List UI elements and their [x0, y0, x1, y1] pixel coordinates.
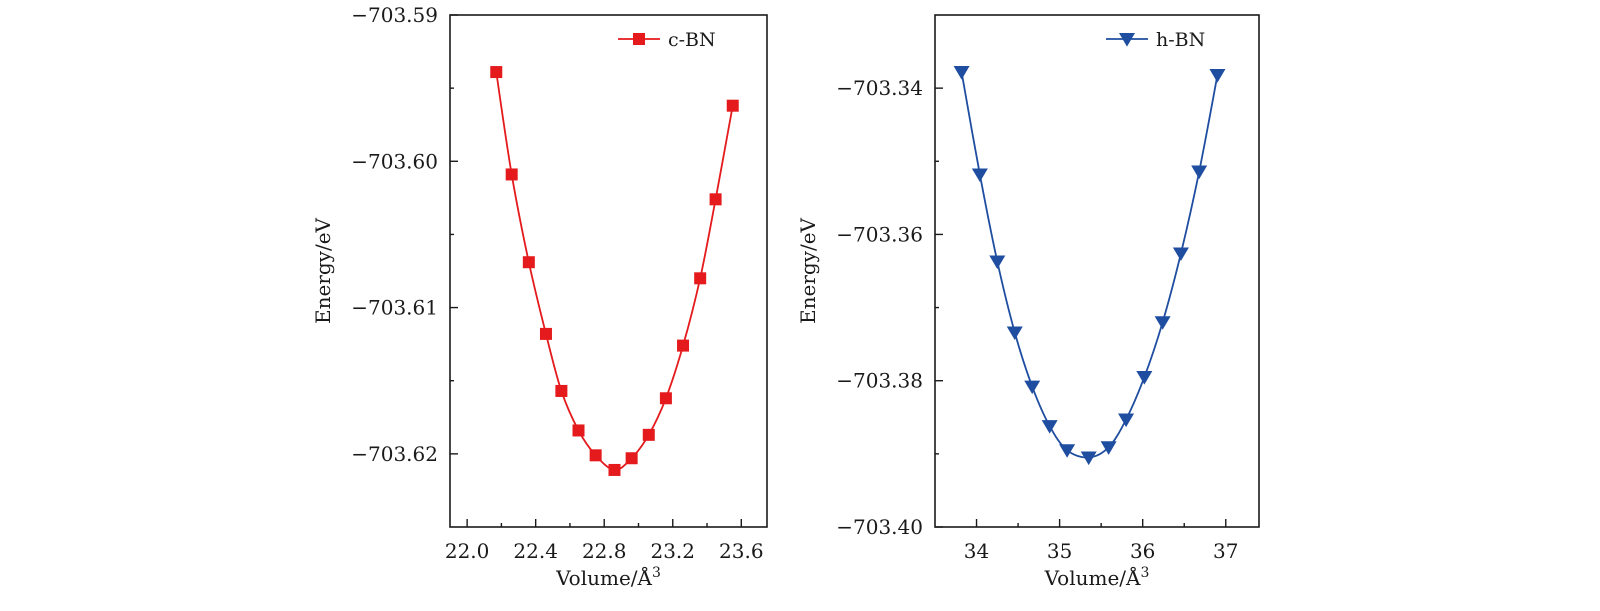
- chart-panel-2: 34 35 36 37 −703.34 −703.36 −703.38 −703.40 Volu…: [796, 14, 1260, 590]
- chart-panel-1: 22.0 22.4 22.8 23.2 23.6 −703.59 −703.60 −703.6…: [311, 3, 768, 590]
- data-point: [642, 428, 655, 441]
- legend-label: c-BN: [668, 29, 716, 51]
- y-tick-label: −703.36: [836, 222, 923, 246]
- plot-frame: [449, 14, 768, 528]
- y-axis-label: Energy/eV: [796, 217, 820, 324]
- data-point: [505, 168, 518, 181]
- x-tick-label: 22.8: [582, 539, 627, 563]
- legend-label: h-BN: [1156, 29, 1205, 51]
- data-point: [1172, 247, 1189, 262]
- x-tick-label: 36: [1130, 539, 1155, 563]
- y-tick-label: −703.60: [351, 149, 438, 173]
- data-point: [1209, 68, 1226, 83]
- y-tick-label: −703.61: [351, 296, 438, 320]
- x-axis-label: Volume/Å3: [1044, 565, 1150, 590]
- data-point: [677, 339, 690, 352]
- data-point: [1100, 441, 1117, 455]
- x-tick-label: 34: [964, 539, 989, 563]
- legend-marker: [1119, 33, 1135, 47]
- data-point: [726, 99, 739, 112]
- data-point: [490, 66, 503, 79]
- data-point: [1006, 326, 1023, 341]
- x-tick-label: 22.4: [513, 539, 558, 563]
- y-tick-label: −703.34: [836, 76, 923, 100]
- data-point: [709, 193, 722, 206]
- data-point: [608, 463, 621, 476]
- data-point: [953, 66, 970, 80]
- y-tick-label: −703.40: [836, 515, 923, 539]
- data-point: [1136, 371, 1153, 385]
- series-line: [960, 71, 1219, 459]
- x-axis-label-superscript: 3: [1141, 565, 1150, 581]
- data-point: [1191, 165, 1208, 180]
- data-point: [555, 384, 568, 397]
- y-tick-label: −703.38: [836, 369, 923, 393]
- data-point: [589, 449, 602, 462]
- data-point: [1059, 444, 1076, 458]
- data-point: [971, 168, 988, 183]
- data-point: [1118, 413, 1135, 428]
- plot-frame: [934, 14, 1260, 528]
- data-point: [625, 452, 638, 465]
- x-tick-label: 37: [1213, 539, 1238, 563]
- data-point: [1041, 420, 1058, 434]
- series-line: [495, 71, 734, 471]
- y-tick-label: −703.62: [351, 442, 438, 466]
- data-point: [522, 256, 535, 269]
- data-point: [989, 255, 1006, 270]
- x-tick-label: 23.6: [719, 539, 764, 563]
- data-point: [539, 327, 552, 340]
- x-tick-label: 35: [1047, 539, 1072, 563]
- y-axis-label: Energy/eV: [311, 217, 335, 324]
- x-tick-label: 22.0: [445, 539, 490, 563]
- data-point: [1024, 380, 1041, 395]
- data-point: [1080, 451, 1097, 466]
- legend-marker: [633, 33, 645, 45]
- x-axis-label-superscript: 3: [652, 565, 661, 581]
- x-axis-label: Volume/Å3: [555, 565, 661, 590]
- data-point: [572, 424, 585, 437]
- x-tick-label: 23.2: [650, 539, 695, 563]
- data-point: [1154, 316, 1171, 330]
- data-point: [694, 272, 707, 285]
- data-point: [659, 392, 672, 405]
- y-tick-label: −703.59: [351, 3, 438, 27]
